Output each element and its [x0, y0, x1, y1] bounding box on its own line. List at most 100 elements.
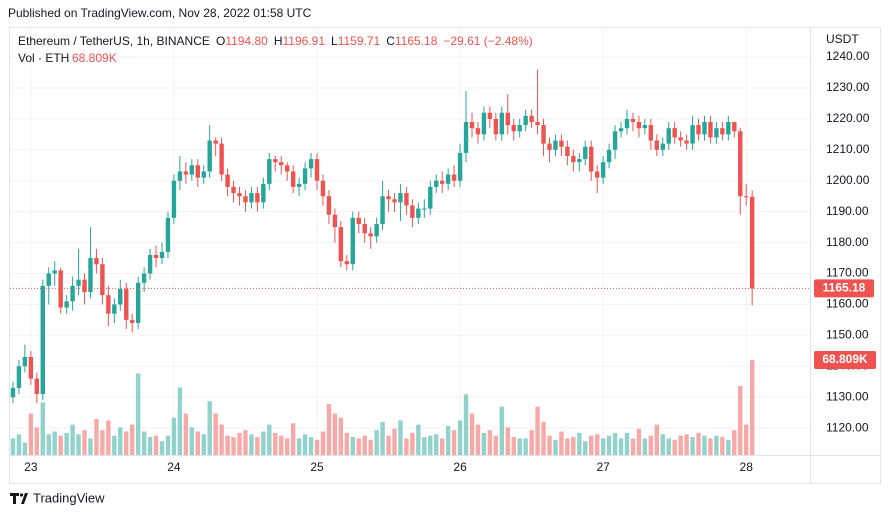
volume-bar	[290, 423, 296, 455]
candle-body	[451, 174, 457, 181]
candle-body	[690, 125, 695, 144]
grid	[10, 28, 810, 455]
candle-body	[398, 193, 403, 203]
volume-bar	[571, 437, 576, 455]
volume-bar	[749, 360, 755, 455]
volume-bar	[219, 424, 224, 455]
candle-body	[70, 285, 75, 302]
x-tick-label: 23	[24, 460, 38, 474]
candle-layer	[10, 69, 755, 404]
candle-body	[374, 224, 379, 237]
candle-body	[249, 193, 254, 203]
volume-bar	[46, 434, 51, 455]
candle-body	[201, 171, 206, 178]
candle-body	[237, 193, 242, 197]
candle-body	[153, 254, 159, 259]
volume-bar	[720, 437, 725, 455]
y-tick-label: 1220.00	[826, 111, 870, 125]
volume-bar	[696, 432, 701, 455]
candle-body	[612, 131, 618, 150]
candle-body	[720, 128, 725, 135]
volume-bar	[40, 402, 45, 455]
candle-body	[225, 174, 230, 187]
candle-body	[261, 183, 266, 203]
ohlc-part: C	[386, 34, 395, 48]
candle-body	[672, 128, 677, 138]
volume-layer	[10, 360, 755, 455]
volume-bar	[28, 413, 34, 455]
candle-body	[279, 162, 284, 166]
last-price-label: 1165.18	[823, 281, 866, 295]
volume-bar	[499, 406, 505, 455]
candle-body	[82, 279, 87, 293]
last-price-tag	[814, 279, 874, 298]
volume-bar	[630, 438, 636, 455]
candle-body	[326, 196, 332, 215]
volume-bar	[541, 421, 546, 455]
candle-body	[469, 121, 475, 129]
volume-bar	[547, 435, 552, 455]
candle-body	[666, 128, 671, 144]
candle-body	[684, 140, 689, 144]
volume-bar	[535, 406, 540, 455]
candle-body	[636, 121, 642, 129]
volume-bar	[261, 431, 266, 455]
candle-body	[511, 125, 516, 132]
candle-body	[213, 140, 218, 144]
volume-bar	[380, 421, 385, 455]
candle-body	[577, 159, 582, 163]
volume-bar	[422, 437, 427, 455]
volume-bar	[434, 434, 439, 455]
volume-bar	[392, 428, 397, 455]
candle-body	[410, 205, 415, 218]
candle-body	[708, 121, 713, 138]
y-tick-label: 1240.00	[826, 49, 870, 63]
footer-brand: TradingView	[33, 490, 105, 505]
candle-body	[463, 121, 469, 153]
volume-bar	[249, 434, 254, 455]
candle-body	[660, 143, 665, 150]
candle-body	[94, 258, 99, 265]
candle-body	[308, 159, 314, 169]
candle-body	[696, 125, 701, 135]
volume-bar	[284, 438, 290, 455]
candle-body	[10, 387, 16, 398]
y-tick-label: 1230.00	[826, 80, 870, 94]
volume-bar	[58, 435, 63, 455]
volume-bar	[565, 438, 570, 455]
candle-body	[356, 217, 361, 225]
y-tick-label: 1160.00	[826, 297, 869, 311]
candle-body	[529, 115, 534, 122]
candle-body	[642, 125, 648, 129]
volume-bar	[296, 438, 302, 455]
candle-body	[28, 356, 34, 379]
candle-body	[434, 180, 439, 187]
y-tick-label: 1150.00	[826, 328, 869, 342]
candle-body	[165, 217, 171, 252]
volume-value: 68.809K	[72, 51, 117, 65]
candle-body	[600, 162, 606, 178]
volume-bar	[732, 430, 737, 455]
volume-bar	[726, 439, 731, 455]
candle-body	[22, 356, 28, 367]
candle-body	[618, 128, 624, 132]
candle-body	[64, 301, 69, 308]
candle-body	[350, 217, 355, 265]
volume-bar	[529, 430, 534, 455]
volume-bar	[398, 420, 403, 455]
volume-bar	[577, 432, 582, 455]
volume-bar	[648, 435, 654, 455]
volume-bar	[135, 373, 141, 455]
volume-bar	[684, 434, 689, 455]
volume-bar	[517, 438, 522, 455]
volume-bar	[702, 435, 707, 455]
y-tick-label: 1170.00	[826, 266, 869, 280]
candle-body	[255, 193, 260, 203]
ohlc-part: L	[331, 34, 338, 48]
candle-body	[88, 258, 93, 293]
candle-body	[732, 121, 737, 132]
volume-bar	[606, 435, 612, 455]
candle-body	[594, 171, 600, 178]
volume-bar	[76, 434, 81, 455]
